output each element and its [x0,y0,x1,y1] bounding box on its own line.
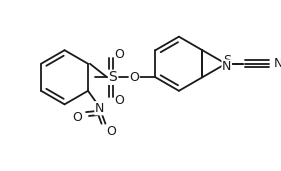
Text: O: O [115,94,124,107]
Text: N: N [95,102,104,115]
Text: N: N [222,60,232,73]
Text: O: O [106,125,116,138]
Text: O: O [115,48,124,61]
Text: N: N [274,57,281,70]
Text: S: S [108,70,117,84]
Text: O: O [72,111,82,124]
Text: O: O [129,71,139,84]
Text: S: S [223,54,231,67]
